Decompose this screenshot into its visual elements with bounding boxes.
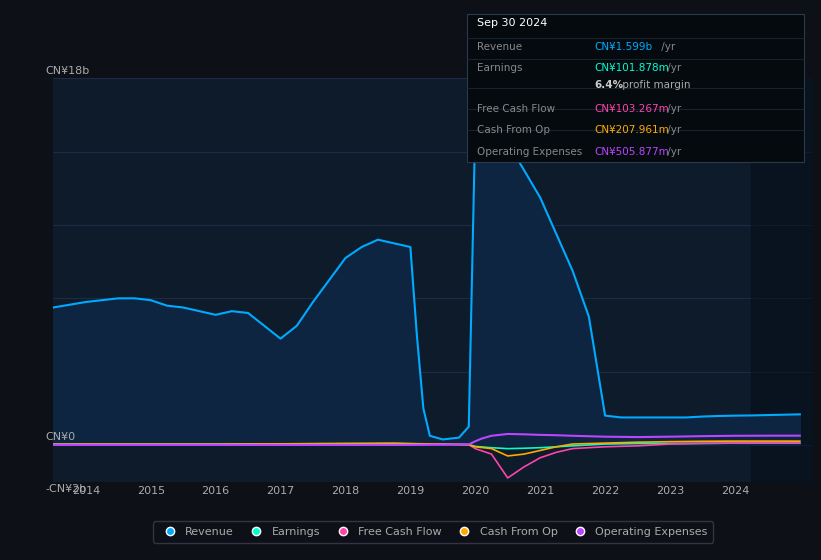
Legend: Revenue, Earnings, Free Cash Flow, Cash From Op, Operating Expenses: Revenue, Earnings, Free Cash Flow, Cash … [153, 521, 713, 543]
Text: Revenue: Revenue [477, 42, 522, 52]
Text: CN¥1.599b: CN¥1.599b [594, 42, 653, 52]
Text: /yr: /yr [664, 147, 681, 157]
Text: CN¥18b: CN¥18b [45, 66, 89, 76]
Bar [751, 78, 813, 482]
Text: Earnings: Earnings [477, 63, 522, 73]
Text: CN¥207.961m: CN¥207.961m [594, 125, 669, 136]
Text: CN¥101.878m: CN¥101.878m [594, 63, 669, 73]
Text: CN¥0: CN¥0 [45, 432, 76, 442]
Text: CN¥505.877m: CN¥505.877m [594, 147, 669, 157]
Text: -CN¥2b: -CN¥2b [45, 484, 86, 494]
Text: Cash From Op: Cash From Op [477, 125, 550, 136]
Text: 6.4%: 6.4% [594, 80, 623, 90]
Text: Free Cash Flow: Free Cash Flow [477, 104, 555, 114]
Text: /yr: /yr [664, 125, 681, 136]
Text: /yr: /yr [664, 63, 681, 73]
Text: Operating Expenses: Operating Expenses [477, 147, 582, 157]
Text: /yr: /yr [658, 42, 676, 52]
Text: Sep 30 2024: Sep 30 2024 [477, 18, 548, 29]
Text: CN¥103.267m: CN¥103.267m [594, 104, 669, 114]
Text: /yr: /yr [664, 104, 681, 114]
Text: profit margin: profit margin [619, 80, 690, 90]
